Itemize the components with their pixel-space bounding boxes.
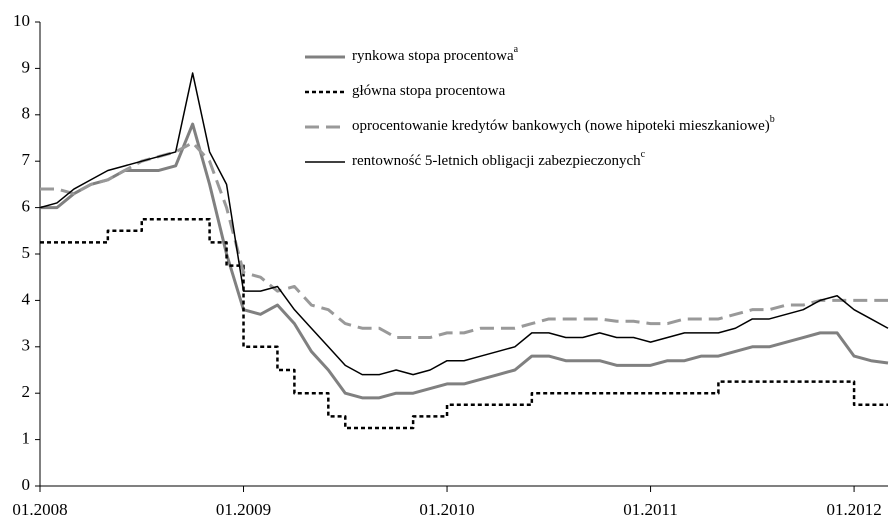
y-tick-label: 6 [22, 197, 31, 216]
x-tick-label: 01.2009 [216, 500, 271, 519]
x-tick-label: 01.2012 [826, 500, 881, 519]
legend-superscript: c [641, 149, 646, 160]
y-tick-label: 3 [22, 336, 31, 355]
y-tick-label: 0 [22, 475, 31, 494]
x-tick-label: 01.2008 [12, 500, 67, 519]
legend-label: rentowność 5-letnich obligacji zabezpiec… [352, 149, 646, 169]
line-series [39, 72, 889, 376]
x-tick-label: 01.2011 [623, 500, 678, 519]
legend-label: główna stopa procentowa [352, 83, 506, 99]
legend-label: oprocentowanie kredytów bankowych (nowe … [352, 114, 775, 134]
legend-name: rynkowa stopa procentowa [352, 48, 514, 64]
line-series [40, 217, 888, 430]
x-tick-label: 01.2010 [419, 500, 474, 519]
y-tick-label: 9 [22, 57, 31, 76]
legend-superscript: b [770, 114, 775, 125]
line-series [40, 141, 888, 340]
legend-name: rentowność 5-letnich obligacji zabezpiec… [352, 153, 641, 169]
y-tick-label: 2 [22, 382, 31, 401]
legend-name: główna stopa procentowa [352, 83, 506, 99]
line-series [40, 122, 889, 400]
legend-superscript: a [514, 44, 519, 55]
y-tick-label: 10 [13, 11, 30, 30]
y-tick-label: 5 [22, 243, 31, 262]
legend-label: rynkowa stopa procentowaa [352, 44, 519, 64]
y-tick-label: 4 [22, 289, 31, 308]
legend-name: oprocentowanie kredytów bankowych (nowe … [352, 118, 770, 134]
y-tick-label: 7 [22, 150, 31, 169]
y-tick-label: 1 [22, 429, 31, 448]
y-tick-label: 8 [22, 104, 31, 123]
